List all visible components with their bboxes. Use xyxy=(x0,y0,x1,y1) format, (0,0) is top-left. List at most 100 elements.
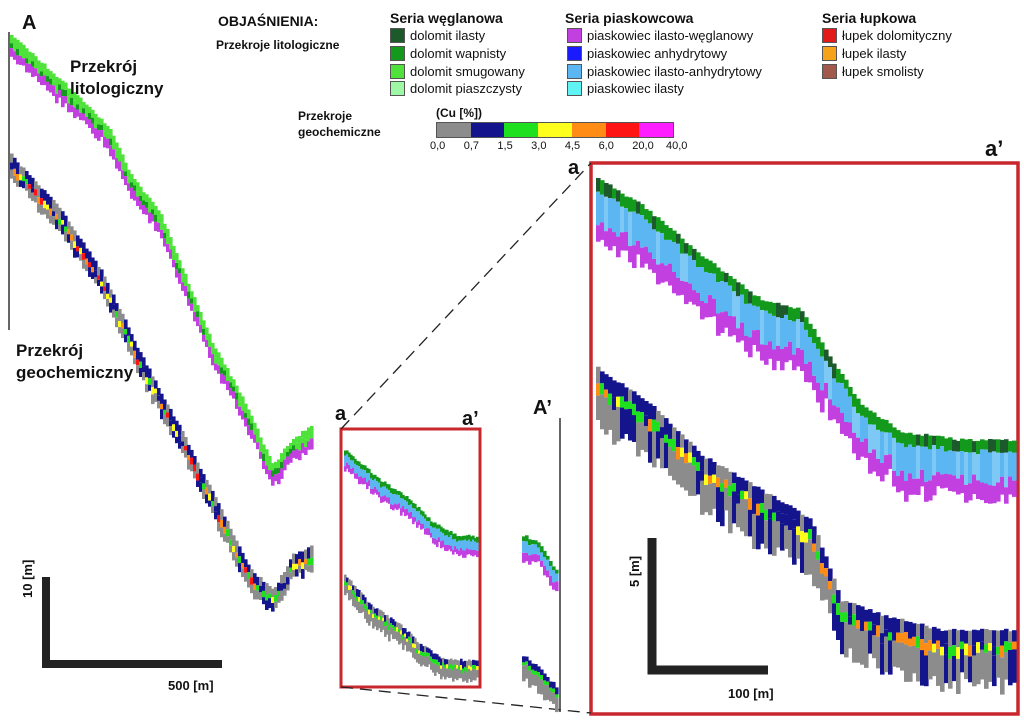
zoom-small-geo xyxy=(460,665,463,670)
zoom-small-geo xyxy=(464,666,467,671)
zoom-small-litho xyxy=(370,478,373,489)
detail-litho-column xyxy=(712,298,717,317)
zoom-small-geo xyxy=(444,659,447,665)
geo-section-column xyxy=(169,420,173,427)
geo-section-column xyxy=(52,216,56,225)
detail-geo-column xyxy=(804,542,809,575)
zoom-small-geo xyxy=(454,659,457,665)
zoom-box-large xyxy=(589,161,1020,716)
geo-section-column xyxy=(178,424,182,436)
detail-litho-column xyxy=(644,219,649,247)
zoom-small-litho xyxy=(388,484,391,491)
geo-section-column xyxy=(79,254,83,261)
detail-geo-column xyxy=(864,630,869,668)
zoom-small-geo xyxy=(352,593,355,607)
litho-section-column xyxy=(166,228,170,238)
edge-geo-fragment xyxy=(531,669,535,674)
detail-geo-column xyxy=(824,576,829,600)
geo-section-column xyxy=(211,490,215,501)
edge-geo-fragment xyxy=(531,663,535,670)
litho-section-column xyxy=(79,97,83,106)
geo-section-column xyxy=(142,372,146,381)
litho-section-column xyxy=(34,63,38,69)
detail-geo-column xyxy=(988,650,993,682)
zoom-small-geo xyxy=(440,658,443,666)
detail-geo-column xyxy=(620,383,625,397)
geo-section-column xyxy=(193,456,197,465)
geo-section-column xyxy=(43,200,47,209)
geo-section-column xyxy=(64,231,68,242)
detail-litho-column xyxy=(976,480,981,499)
edge-geo-fragment xyxy=(525,656,529,662)
detail-geo-column xyxy=(916,647,921,682)
geo-section-column xyxy=(250,584,254,594)
edge-litho-fragment xyxy=(534,540,538,545)
detail-litho-column xyxy=(756,306,761,330)
litho-section-column xyxy=(25,58,29,64)
detail-litho-column xyxy=(920,435,925,447)
detail-litho-column xyxy=(800,349,805,371)
zoom-small-litho xyxy=(462,535,465,541)
zoom-small-litho xyxy=(450,545,453,552)
geo-section-column xyxy=(22,181,26,189)
detail-geo-column xyxy=(816,551,821,560)
detail-litho-column xyxy=(804,329,809,364)
detail-geo-column xyxy=(668,439,673,447)
litho-section-column xyxy=(16,39,20,49)
geo-section-column xyxy=(292,563,296,570)
detail-litho-column xyxy=(820,356,825,391)
detail-geo-column xyxy=(640,422,645,450)
geo-section-column xyxy=(166,404,170,413)
detail-litho-column xyxy=(1012,440,1017,453)
litho-section-column xyxy=(100,125,104,131)
zoom-small-geo xyxy=(366,606,369,611)
litho-section-column xyxy=(85,116,89,125)
detail-litho-column xyxy=(832,378,837,406)
detail-litho-column xyxy=(1012,480,1017,497)
geo-section-column xyxy=(52,211,56,217)
litho-section-column xyxy=(118,161,122,172)
detail-geo-column xyxy=(984,629,989,645)
geo-section-column xyxy=(268,593,272,599)
zoom-small-litho xyxy=(464,550,467,558)
geo-section-column xyxy=(199,482,203,492)
litho-section-column xyxy=(52,85,56,96)
edge-litho-fragment xyxy=(528,539,532,546)
detail-litho-column xyxy=(752,330,757,345)
litho-section-column xyxy=(121,154,125,164)
detail-litho-column xyxy=(752,305,757,331)
zoom-small-geo xyxy=(354,586,357,593)
zoom-small-litho xyxy=(418,511,421,521)
geo-section-column xyxy=(190,457,194,465)
zoom-small-geo xyxy=(382,611,385,618)
detail-geo-column xyxy=(644,426,649,453)
geo-section-column xyxy=(181,441,185,447)
litho-section-column xyxy=(139,196,143,201)
detail-geo-column xyxy=(720,483,725,492)
zoom-small-litho xyxy=(444,544,447,551)
geo-section-column xyxy=(277,596,281,603)
detail-litho-column xyxy=(868,410,873,425)
geochemical-legend-title: Przekroje geochemiczne xyxy=(298,109,381,139)
litho-section-column xyxy=(73,100,77,108)
zoom-small-geo xyxy=(466,668,469,673)
zoom-small-geo xyxy=(462,668,465,674)
zoom-small-geo xyxy=(434,663,437,676)
geo-section-column xyxy=(241,552,245,564)
detail-litho-column xyxy=(852,432,857,454)
geo-section-column xyxy=(61,224,65,235)
detail-geo-column xyxy=(612,380,617,398)
detail-litho-column xyxy=(772,315,777,350)
zoom-small-litho xyxy=(360,476,363,484)
detail-geo-column xyxy=(880,615,885,634)
detail-geo-column xyxy=(948,646,953,659)
geo-section-column xyxy=(151,376,155,388)
geo-section-column xyxy=(160,393,164,404)
zoom-small-litho xyxy=(366,482,369,490)
detail-litho-column xyxy=(944,451,949,474)
zoom-small-geo xyxy=(402,639,405,650)
geo-section-column xyxy=(34,195,38,203)
geo-section-column xyxy=(199,468,203,478)
geo-section-column xyxy=(247,564,251,573)
geo-section-column xyxy=(214,506,218,512)
